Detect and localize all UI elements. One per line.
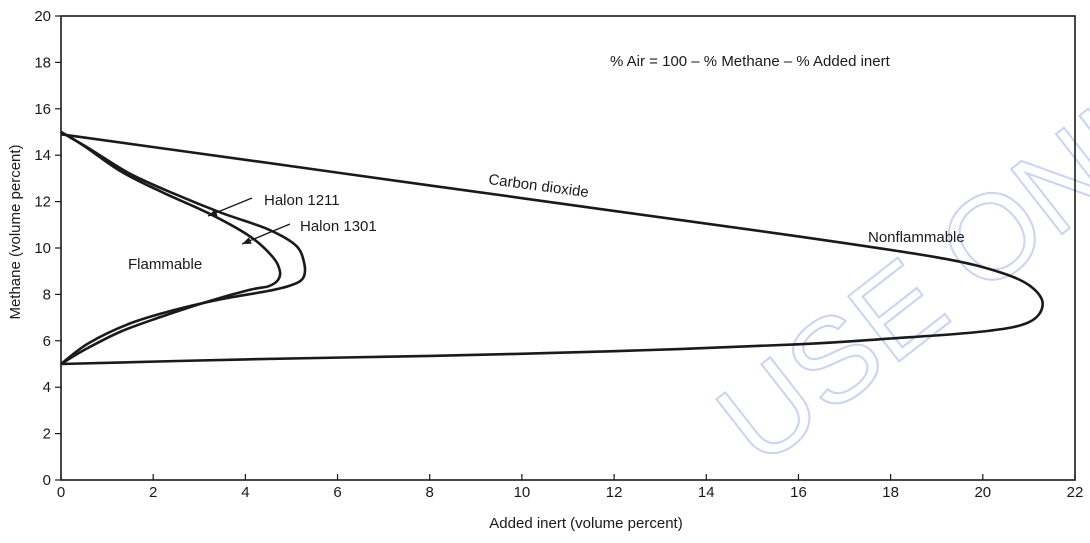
x-axis-title: Added inert (volume percent) [489, 515, 682, 532]
y-tick-label: 6 [43, 333, 51, 350]
y-tick-label: 0 [43, 472, 51, 489]
y-tick-label: 14 [34, 147, 51, 164]
nonflammable-label: Nonflammable [868, 229, 965, 246]
x-tick-label: 20 [974, 484, 991, 501]
series-line-carbon-dioxide [60, 133, 1044, 366]
series-line-halon-1301 [60, 130, 307, 366]
x-tick-label: 22 [1067, 484, 1084, 501]
x-tick-label: 4 [241, 484, 249, 501]
x-tick-label: 12 [606, 484, 623, 501]
y-tick-label: 12 [34, 194, 51, 211]
axis-ticks: 0 2 4 6 8 10 12 14 16 18 20 22 0 2 4 6 8 10 12 14 16 18 20 [34, 8, 1083, 501]
series-line-halon-1211 [60, 130, 282, 366]
x-tick-label: 10 [514, 484, 531, 501]
x-tick-label: 6 [333, 484, 341, 501]
y-tick-label: 10 [34, 240, 51, 257]
y-tick-label: 16 [34, 101, 51, 118]
y-tick-label: 18 [34, 54, 51, 71]
x-tick-label: 2 [149, 484, 157, 501]
halon-1301-arrowhead [242, 237, 252, 244]
formula-annotation: % Air = 100 – % Methane – % Added inert [610, 53, 891, 70]
series-label-halon-1211: Halon 1211 [264, 192, 340, 209]
x-tick-label: 0 [57, 484, 65, 501]
curves [60, 130, 1044, 366]
series-label-halon-1301: Halon 1301 [300, 218, 377, 235]
y-tick-label: 20 [34, 8, 51, 25]
y-tick-label: 2 [43, 426, 51, 443]
watermark: USE ONLY [694, 17, 1090, 491]
x-tick-label: 14 [698, 484, 715, 501]
flammable-label: Flammable [128, 256, 202, 273]
halon-1211-arrowhead [208, 209, 218, 216]
x-tick-label: 16 [790, 484, 807, 501]
y-axis-title: Methane (volume percent) [7, 144, 24, 319]
y-tick-label: 8 [43, 286, 51, 303]
x-tick-label: 18 [882, 484, 899, 501]
x-tick-label: 8 [426, 484, 434, 501]
y-tick-label: 4 [43, 379, 51, 396]
